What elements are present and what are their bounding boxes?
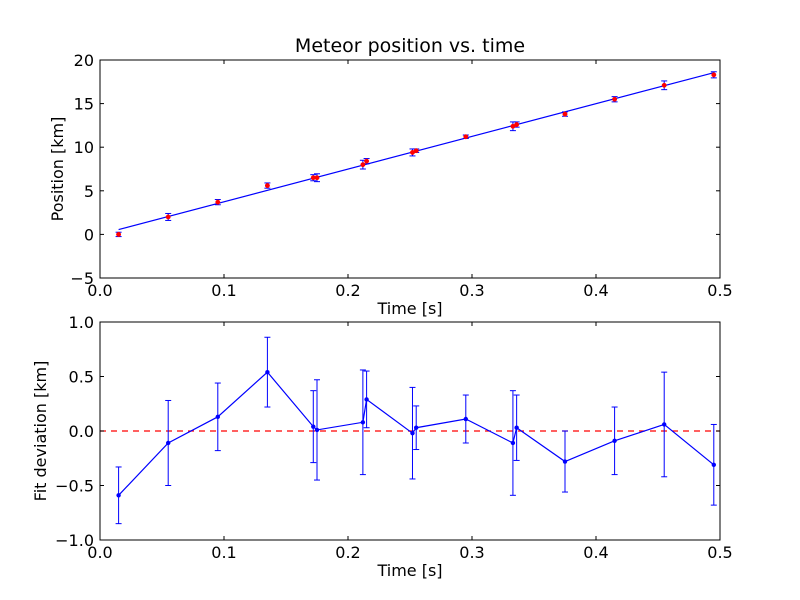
position-x-tick-label: 0.5 [707, 281, 732, 300]
position-y-ticks: −5 0 5 10 15 20 [70, 51, 720, 288]
deviation-data-point [662, 422, 667, 427]
deviation-data-point [166, 440, 171, 446]
position-x-tick-label: 0.3 [459, 281, 484, 300]
position-data-point [463, 134, 469, 140]
deviation-x-ticks: 0.0 0.1 0.2 0.3 0.4 0.5 [87, 322, 733, 562]
deviation-x-tick-label: 0.2 [335, 543, 360, 562]
position-data-point [612, 96, 618, 102]
position-data-point [165, 214, 171, 220]
position-data-point [514, 122, 520, 127]
deviation-x-tick-label: 0.1 [211, 543, 236, 562]
position-data-point [215, 199, 221, 205]
position-data-point [661, 82, 667, 88]
position-data-point [413, 148, 419, 154]
deviation-data-point [562, 459, 568, 464]
position-y-tick-label: 0 [84, 225, 94, 244]
deviation-series [100, 336, 720, 525]
deviation-x-tick-label: 0.0 [87, 543, 112, 562]
position-plot-frame [99, 59, 721, 279]
position-data-point [360, 162, 366, 168]
deviation-data-point [311, 424, 316, 429]
position-data-point [711, 72, 717, 78]
deviation-y-tick-label: 0.0 [69, 422, 94, 441]
deviation-y-ticks: −1.0 −0.5 0.0 0.5 1.0 [55, 313, 720, 550]
position-x-tick-label: 0.4 [583, 281, 608, 300]
position-y-tick-label: 20 [74, 51, 94, 70]
deviation-y-tick-label: −1.0 [55, 531, 94, 550]
position-y-tick-label: −5 [70, 269, 94, 288]
position-y-axis-label: Position [km] [48, 117, 67, 222]
position-data-point [562, 111, 568, 117]
position-x-ticks: 0.0 0.1 0.2 0.3 0.4 0.5 [87, 60, 733, 300]
deviation-x-tick-label: 0.5 [707, 543, 732, 562]
position-x-tick-label: 0.2 [335, 281, 360, 300]
deviation-data-point [410, 430, 415, 436]
deviation-data-point [414, 425, 419, 430]
position-x-tick-label: 0.1 [211, 281, 236, 300]
deviation-y-tick-label: 1.0 [69, 313, 94, 332]
position-y-tick-label: 15 [74, 95, 94, 114]
position-x-axis-label: Time [s] [376, 299, 442, 318]
deviation-data-point [514, 425, 519, 430]
deviation-y-tick-label: −0.5 [55, 477, 94, 496]
deviation-data-point [510, 440, 516, 446]
deviation-data-point [360, 420, 366, 425]
deviation-y-tick-label: 0.5 [69, 368, 94, 387]
deviation-data-point [364, 397, 369, 402]
position-x-tick-label: 0.0 [87, 281, 112, 300]
position-data-point [116, 231, 122, 237]
position-y-tick-label: 5 [84, 182, 94, 201]
deviation-data-point [265, 369, 270, 375]
deviation-data-point [116, 493, 121, 498]
deviation-x-tick-label: 0.4 [583, 543, 608, 562]
position-plot: 0.0 0.1 0.2 0.3 0.4 0.5 −5 0 5 10 15 20 Meteor pos… [48, 35, 733, 318]
deviation-data-point [612, 438, 617, 444]
position-y-tick-label: 10 [74, 138, 94, 157]
position-data-point [314, 175, 320, 181]
deviation-y-axis-label: Fit deviation [km] [31, 361, 50, 502]
deviation-data-point [314, 427, 320, 433]
deviation-data-point [711, 462, 716, 467]
deviation-data-point [215, 414, 220, 420]
position-series [115, 71, 717, 238]
deviation-plot: 0.0 0.1 0.2 0.3 0.4 0.5 −1.0 −0.5 0.0 0.5 1.0 Tim… [31, 313, 733, 580]
deviation-x-tick-label: 0.3 [459, 543, 484, 562]
deviation-x-axis-label: Time [s] [376, 561, 442, 580]
position-data-point [364, 158, 370, 164]
position-data-point [264, 183, 270, 189]
deviation-data-point [463, 416, 468, 422]
position-plot-title: Meteor position vs. time [295, 35, 525, 57]
